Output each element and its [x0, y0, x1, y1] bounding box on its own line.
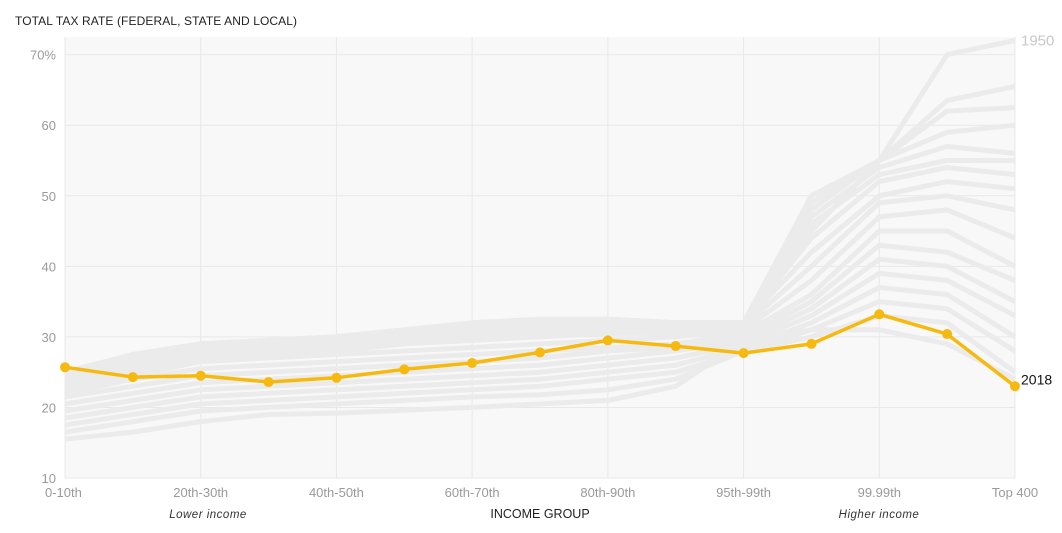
data-point	[535, 347, 545, 358]
data-point	[399, 364, 410, 375]
historical-line	[64, 285, 1017, 421]
historical-line	[64, 299, 1017, 428]
highlight-series	[60, 309, 1020, 392]
data-point	[874, 309, 885, 320]
x-tick-label: 20th-30th	[173, 485, 228, 500]
y-tick-label: 50	[42, 189, 56, 204]
y-tick-label: 60	[42, 118, 56, 133]
historical-line	[64, 242, 1016, 400]
data-point	[738, 348, 749, 359]
historical-line	[64, 193, 1016, 389]
historical-line	[64, 256, 1017, 407]
x-tick-label: 95th-99th	[716, 485, 771, 500]
data-point	[195, 370, 206, 381]
historical-line	[64, 83, 1016, 375]
data-point	[806, 338, 817, 349]
lower-income-note: Lower income	[169, 509, 247, 521]
historical-series-lines	[64, 38, 1017, 442]
y-tick-label: 30	[42, 330, 56, 345]
data-point	[331, 372, 342, 383]
data-point	[670, 341, 681, 352]
x-tick-label: 0-10th	[45, 485, 82, 500]
historical-line	[64, 38, 1016, 389]
x-tick-label: 80th-90th	[580, 485, 635, 500]
data-point	[60, 362, 70, 373]
y-tick-label: 40	[42, 259, 56, 274]
series-label-historical: 1950	[1021, 33, 1054, 50]
historical-line	[64, 327, 1017, 442]
x-axis-ticks: 0-10th 20th-30th 40th-50th 60th-70th 80th-90…	[45, 485, 1038, 500]
data-point	[1010, 381, 1020, 392]
historical-line	[64, 207, 1016, 393]
x-axis-title: INCOME GROUP	[490, 507, 589, 521]
x-tick-label: 60th-70th	[445, 485, 500, 500]
data-point	[942, 329, 953, 340]
series-labels: 2018 1950	[1021, 33, 1054, 388]
higher-income-note: Higher income	[839, 509, 920, 521]
series-label-highlight: 2018	[1021, 371, 1052, 387]
y-tick-label: 20	[42, 400, 56, 415]
y-tick-label: 10	[42, 471, 56, 486]
x-tick-label: 99.99th	[858, 485, 901, 500]
x-tick-label: 40th-50th	[309, 485, 364, 500]
historical-line	[64, 270, 1017, 414]
data-point	[127, 372, 138, 383]
y-axis-ticks: 10 20 30 40 50 60 70%	[30, 48, 56, 486]
data-point	[602, 335, 613, 346]
y-tick-label: 70%	[30, 48, 56, 63]
data-point	[263, 377, 274, 388]
x-tick-label: Top 400	[992, 485, 1038, 500]
data-point	[467, 357, 478, 368]
historical-line	[64, 165, 1016, 382]
chart-title: TOTAL TAX RATE (FEDERAL, STATE AND LOCAL…	[15, 14, 298, 28]
